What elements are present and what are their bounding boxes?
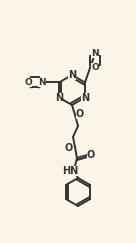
Text: N: N [91,49,99,58]
Text: N: N [68,70,76,80]
Text: O: O [91,63,99,72]
Text: O: O [65,143,73,153]
Text: O: O [24,78,32,87]
Text: O: O [87,150,95,160]
Text: O: O [76,109,84,119]
Text: N: N [55,93,63,103]
Text: N: N [81,93,89,103]
Text: HN: HN [62,166,78,176]
Text: N: N [38,78,46,87]
